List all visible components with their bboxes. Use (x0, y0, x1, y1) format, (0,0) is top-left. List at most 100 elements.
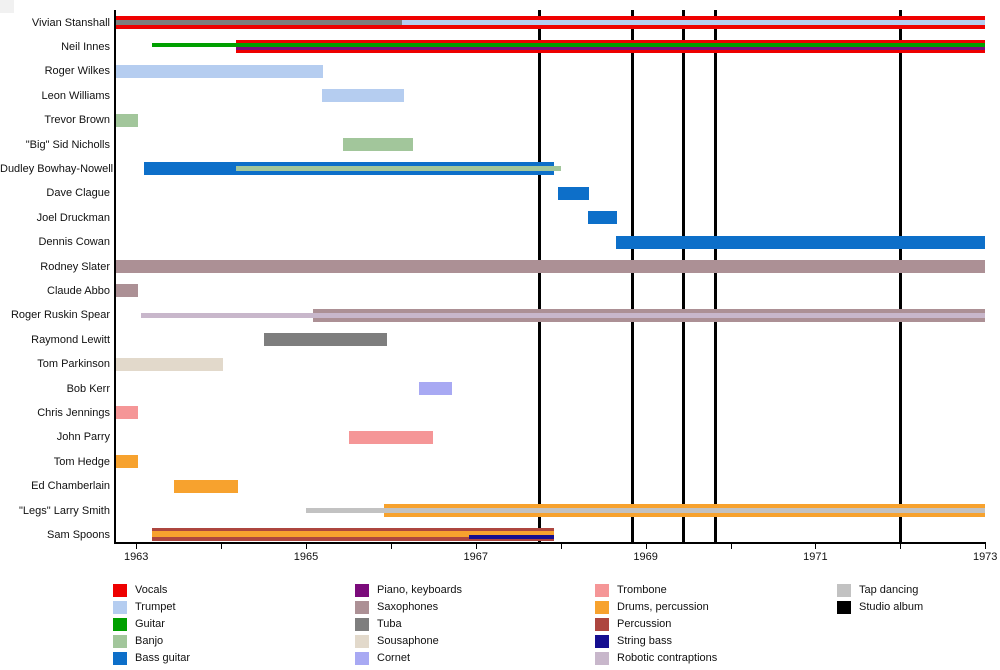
member-label: "Big" Sid Nicholls (25, 138, 110, 151)
legend-label-sousaphone: Sousaphone (377, 635, 439, 647)
member-label: Roger Wilkes (44, 65, 110, 78)
timeline-bar-saxophones (115, 284, 138, 298)
timeline-bar-tap_dancing (306, 508, 986, 513)
legend-swatch-string_bass (595, 635, 609, 648)
legend-label-saxophones: Saxophones (377, 601, 439, 613)
x-axis-tick (985, 544, 987, 549)
legend-swatch-guitar (113, 618, 127, 631)
studio-album-line (681, 10, 685, 542)
member-label: Sam Spoons (47, 528, 110, 541)
legend-label-vocals: Vocals (135, 584, 168, 596)
member-label: Dave Clague (46, 187, 110, 200)
legend-swatch-cornet (355, 652, 369, 665)
x-axis-tick (730, 544, 732, 549)
studio-album-line (538, 10, 541, 542)
x-axis-tick (645, 544, 647, 549)
legend-label-robotic_contraptions: Robotic contraptions (617, 652, 718, 664)
timeline-bar-piano_keyboards (236, 47, 986, 51)
x-axis-tick-label: 1969 (633, 551, 658, 563)
x-axis-tick-label: 1965 (293, 551, 319, 563)
member-label: Tom Hedge (53, 455, 110, 468)
member-label: Claude Abbo (47, 284, 110, 297)
legend-label-trumpet: Trumpet (135, 601, 176, 613)
timeline-bar-drums_percussion (115, 455, 138, 469)
x-axis-tick (815, 544, 817, 549)
legend-swatch-bass_guitar (113, 652, 127, 665)
timeline-bar-tuba (115, 20, 402, 25)
x-axis-tick (306, 544, 307, 549)
member-label: Rodney Slater (40, 260, 110, 273)
member-label: John Parry (56, 431, 110, 444)
legend-label-tuba: Tuba (377, 618, 402, 630)
timeline-bar-trombone (348, 430, 434, 444)
member-label: Raymond Lewitt (31, 333, 110, 346)
timeline-bar-trombone (115, 406, 138, 420)
legend-swatch-percussion (595, 618, 609, 631)
legend-label-drums_percussion: Drums, percussion (617, 601, 709, 613)
x-axis-tick (475, 544, 477, 549)
legend-label-studio_album: Studio album (859, 601, 924, 613)
legend-swatch-drums_percussion (595, 601, 609, 614)
member-label: Dudley Bowhay-Nowell (0, 162, 114, 175)
legend-label-cornet: Cornet (377, 652, 411, 664)
x-axis-tick (136, 544, 138, 549)
studio-album-line (713, 10, 717, 542)
x-axis-tick (560, 544, 562, 549)
timeline-bar-sousaphone (115, 357, 223, 371)
legend-swatch-robotic_contraptions (595, 652, 609, 665)
timeline-bar-saxophones (115, 260, 986, 273)
member-label: Neil Innes (61, 40, 110, 53)
x-axis-tick (221, 544, 223, 549)
member-label: Bob Kerr (66, 382, 110, 395)
timeline-bar-trumpet (402, 20, 986, 25)
legend-swatch-vocals (113, 584, 127, 597)
studio-album-line (630, 10, 634, 542)
studio-album-line (898, 10, 902, 542)
legend-label-percussion: Percussion (617, 618, 672, 630)
legend-label-banjo: Banjo (135, 635, 164, 647)
timeline-bar-drums_percussion (174, 479, 239, 493)
legend-swatch-trombone (595, 584, 609, 597)
timeline-bar-tuba (263, 333, 387, 347)
timeline-bar-string_bass (469, 535, 554, 540)
x-axis-tick-label: 1971 (803, 551, 828, 563)
timeline-bar-guitar (151, 43, 986, 48)
legend-swatch-piano_keyboards (355, 584, 369, 597)
timeline-bar-bass_guitar (558, 186, 589, 200)
legend-swatch-trumpet (113, 601, 127, 614)
x-axis-tick-label: 1973 (972, 551, 998, 563)
legend-swatch-tuba (355, 618, 369, 631)
member-label: Vivian Stanshall (31, 16, 110, 29)
member-label: Ed Chamberlain (31, 480, 110, 493)
legend-label-tap_dancing: Tap dancing (859, 584, 919, 596)
corner-artifact (0, 0, 14, 13)
member-label: Trevor Brown (44, 114, 110, 127)
member-label: Chris Jennings (37, 406, 110, 419)
member-label: Leon Williams (41, 89, 110, 102)
y-axis-line (114, 10, 116, 542)
timeline-bar-bass_guitar (587, 211, 617, 225)
legend-label-guitar: Guitar (135, 618, 165, 630)
member-label: "Legs" Larry Smith (19, 504, 110, 517)
legend-swatch-banjo (113, 635, 127, 648)
legend-label-trombone: Trombone (617, 584, 667, 596)
legend-swatch-sousaphone (355, 635, 369, 648)
timeline-bar-banjo (236, 166, 561, 172)
timeline-bar-banjo (115, 113, 138, 127)
legend-label-bass_guitar: Bass guitar (135, 652, 191, 664)
legend-label-piano_keyboards: Piano, keyboards (377, 584, 462, 596)
legend-swatch-saxophones (355, 601, 369, 614)
legend-swatch-studio_album (837, 601, 851, 614)
timeline-bar-robotic_contraptions (140, 312, 986, 318)
legend-label-string_bass: String bass (617, 635, 673, 647)
x-axis-tick (900, 544, 902, 549)
member-label: Roger Ruskin Spear (10, 309, 110, 322)
member-label: Dennis Cowan (38, 236, 110, 249)
member-label: Tom Parkinson (37, 358, 110, 371)
x-axis-line (114, 542, 987, 544)
timeline-bar-banjo (342, 138, 413, 151)
member-label: Joel Druckman (36, 211, 110, 224)
timeline-bar-drums_percussion (152, 531, 554, 538)
timeline-bar-trumpet (115, 64, 323, 78)
